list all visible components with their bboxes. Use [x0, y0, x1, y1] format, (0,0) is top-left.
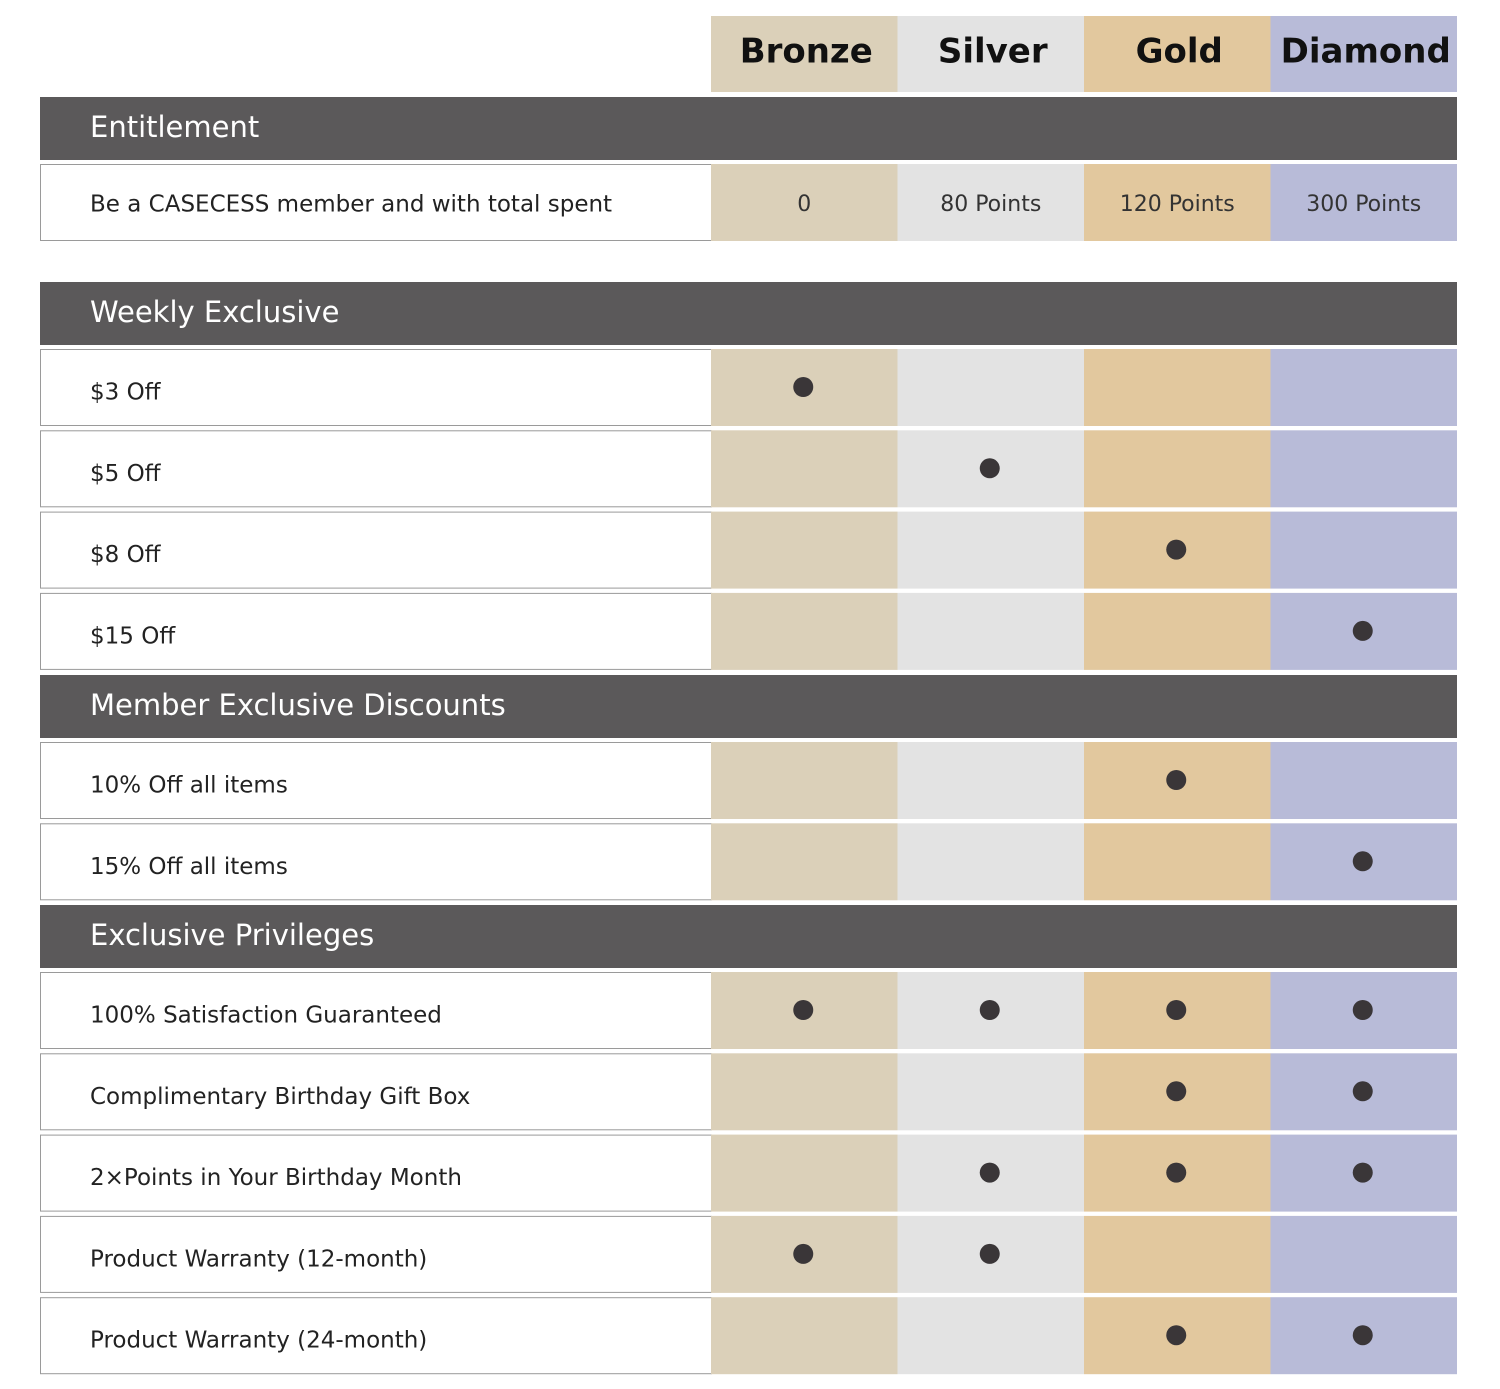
tier-dot	[1352, 1325, 1373, 1346]
tier-dot	[1166, 770, 1187, 790]
section-bar	[40, 675, 1457, 738]
row-label-cell	[40, 823, 712, 901]
tier-cell	[711, 430, 898, 508]
cell-value: 80 Points	[940, 192, 1041, 217]
cell-value: 120 Points	[1120, 192, 1235, 217]
tier-cell	[897, 742, 1084, 819]
row-label: 10% Off all items	[90, 773, 288, 799]
tier-header	[897, 16, 1084, 92]
tier-dot	[1352, 1000, 1373, 1020]
tier-cell	[897, 349, 1084, 426]
tier-dot	[1166, 1000, 1187, 1020]
tier-dot	[979, 1162, 1000, 1183]
tier-cell	[1270, 164, 1457, 241]
tier-cell	[897, 1297, 1084, 1375]
tier-dot	[1352, 1081, 1373, 1102]
tier-cell	[897, 511, 1084, 589]
tier-dot	[1352, 851, 1373, 872]
tier-cell	[1270, 511, 1457, 589]
section-title: Entitlement	[90, 110, 259, 144]
tier-cell	[1084, 430, 1271, 508]
row-label: 100% Satisfaction Guaranteed	[90, 1003, 442, 1029]
tier-cell	[1084, 1215, 1271, 1293]
tier-cell	[1084, 592, 1271, 670]
tier-dot	[1352, 620, 1373, 641]
tier-cell	[711, 1053, 898, 1131]
tier-name: Gold	[1136, 32, 1223, 72]
row-label: Be a CASECESS member and with total spen…	[90, 192, 612, 218]
tier-cell	[1270, 1215, 1457, 1293]
tier-dot	[1166, 1162, 1187, 1183]
row-label-cell	[40, 1297, 712, 1375]
row-label-cell	[40, 164, 712, 241]
row-label-cell	[40, 972, 712, 1049]
row-label-cell	[40, 511, 712, 589]
tier-header	[711, 16, 898, 92]
row-label: 15% Off all items	[90, 854, 288, 880]
tier-dot	[979, 458, 1000, 479]
tier-cell	[1084, 823, 1271, 901]
row-label-cell	[40, 592, 712, 670]
tier-cell	[711, 592, 898, 670]
cell-value: 0	[797, 192, 811, 217]
tier-cell	[711, 164, 898, 241]
tier-cell	[1084, 164, 1271, 241]
tier-cell	[711, 1134, 898, 1212]
row-label: $15 Off	[90, 623, 176, 649]
row-label: $5 Off	[90, 461, 162, 487]
section-title: Member Exclusive Discounts	[90, 688, 506, 722]
tier-cell	[897, 1053, 1084, 1131]
row-label-cell	[40, 1215, 712, 1293]
tier-cell	[897, 592, 1084, 670]
tier-name: Diamond	[1281, 32, 1451, 72]
row-label: Complimentary Birthday Gift Box	[90, 1084, 470, 1110]
tier-cell	[711, 511, 898, 589]
tier-cell	[1270, 742, 1457, 819]
tier-cell	[897, 823, 1084, 901]
tier-cell	[711, 1297, 898, 1375]
tier-cell	[711, 742, 898, 819]
tier-dot	[793, 1000, 814, 1020]
section-bar	[40, 97, 1457, 160]
row-label: $8 Off	[90, 542, 162, 568]
tier-cell	[711, 823, 898, 901]
tier-cell	[1270, 430, 1457, 508]
tier-header	[1084, 16, 1271, 92]
section-bar	[40, 282, 1457, 345]
row-label: 2×Points in Your Birthday Month	[90, 1165, 462, 1191]
section-bar	[40, 905, 1457, 968]
tier-dot	[979, 1000, 1000, 1020]
tier-dot	[793, 1243, 814, 1264]
row-label-cell	[40, 1053, 712, 1131]
section-title: Weekly Exclusive	[90, 295, 339, 329]
section-title: Exclusive Privileges	[90, 918, 374, 952]
tier-dot	[1352, 1162, 1373, 1183]
tier-name: Silver	[938, 32, 1048, 72]
tier-name: Bronze	[740, 32, 873, 72]
row-label: Product Warranty (24-month)	[90, 1328, 427, 1354]
tier-header	[1270, 16, 1457, 92]
tier-dot	[793, 377, 814, 397]
tier-dot	[1166, 1325, 1187, 1346]
tier-cell	[897, 164, 1084, 241]
row-label-cell	[40, 1134, 712, 1212]
tier-dot	[1166, 539, 1187, 560]
tier-cell	[1270, 349, 1457, 426]
cell-value: 300 Points	[1306, 192, 1421, 217]
tier-dot	[1166, 1081, 1187, 1102]
tier-cell	[1084, 349, 1271, 426]
tier-dot	[979, 1243, 1000, 1264]
row-label: Product Warranty (12-month)	[90, 1246, 427, 1272]
row-label: $3 Off	[90, 380, 162, 406]
row-label-cell	[40, 430, 712, 508]
